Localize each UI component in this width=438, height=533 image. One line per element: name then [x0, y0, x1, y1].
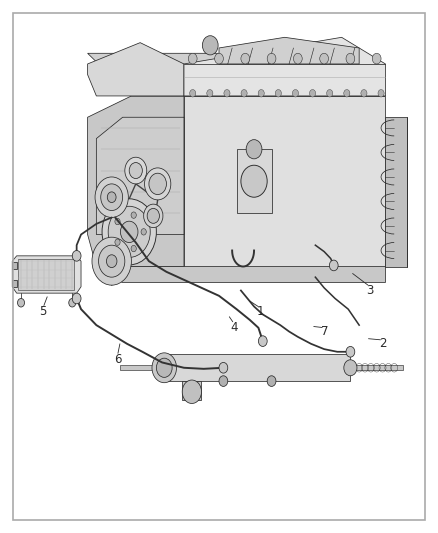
Polygon shape: [96, 266, 385, 282]
Text: 6: 6: [113, 353, 121, 366]
Text: 2: 2: [379, 337, 387, 350]
Circle shape: [125, 157, 147, 184]
Circle shape: [92, 237, 131, 285]
Circle shape: [346, 53, 355, 64]
Polygon shape: [88, 43, 184, 96]
Polygon shape: [12, 256, 81, 293]
Polygon shape: [12, 262, 17, 269]
Circle shape: [149, 173, 166, 195]
Circle shape: [102, 199, 156, 265]
Circle shape: [99, 245, 125, 277]
Polygon shape: [184, 96, 385, 266]
Circle shape: [275, 90, 281, 97]
Polygon shape: [96, 117, 184, 235]
Circle shape: [182, 380, 201, 403]
Text: 4: 4: [230, 321, 238, 334]
Circle shape: [107, 192, 116, 203]
Circle shape: [224, 90, 230, 97]
Circle shape: [241, 90, 247, 97]
Polygon shape: [182, 381, 201, 400]
Circle shape: [190, 90, 196, 97]
Polygon shape: [12, 280, 17, 287]
Text: 7: 7: [321, 325, 329, 338]
Polygon shape: [120, 365, 166, 370]
Circle shape: [267, 376, 276, 386]
Circle shape: [152, 353, 177, 383]
Circle shape: [18, 298, 25, 307]
Circle shape: [120, 221, 138, 243]
Polygon shape: [18, 259, 74, 290]
Circle shape: [72, 251, 81, 261]
Circle shape: [241, 165, 267, 197]
Circle shape: [95, 177, 128, 217]
Circle shape: [145, 168, 171, 200]
Circle shape: [258, 336, 267, 346]
Circle shape: [115, 239, 120, 245]
Text: 5: 5: [39, 305, 46, 318]
Circle shape: [327, 90, 333, 97]
Circle shape: [246, 140, 262, 159]
Circle shape: [346, 346, 355, 357]
Circle shape: [241, 53, 250, 64]
Circle shape: [310, 90, 316, 97]
Polygon shape: [237, 149, 272, 213]
Circle shape: [141, 229, 146, 235]
Circle shape: [293, 53, 302, 64]
Circle shape: [101, 184, 123, 211]
Circle shape: [131, 212, 136, 219]
Circle shape: [329, 260, 338, 271]
Circle shape: [69, 298, 76, 307]
Polygon shape: [184, 37, 385, 96]
Circle shape: [258, 90, 264, 97]
Text: 1: 1: [257, 305, 265, 318]
Polygon shape: [385, 117, 407, 266]
Circle shape: [267, 53, 276, 64]
Polygon shape: [350, 365, 403, 370]
Polygon shape: [219, 37, 359, 64]
Circle shape: [361, 90, 367, 97]
Circle shape: [378, 90, 384, 97]
Circle shape: [106, 255, 117, 268]
Circle shape: [372, 53, 381, 64]
Polygon shape: [88, 96, 184, 266]
Circle shape: [129, 163, 142, 179]
Polygon shape: [166, 354, 350, 381]
Circle shape: [147, 208, 159, 223]
Circle shape: [320, 53, 328, 64]
Text: 3: 3: [367, 284, 374, 297]
Circle shape: [156, 358, 172, 377]
Circle shape: [219, 362, 228, 373]
Circle shape: [188, 53, 197, 64]
Circle shape: [293, 90, 299, 97]
Circle shape: [207, 90, 213, 97]
Circle shape: [219, 376, 228, 386]
Circle shape: [115, 219, 120, 225]
Circle shape: [131, 245, 136, 252]
Circle shape: [108, 206, 150, 257]
Polygon shape: [88, 53, 385, 96]
Circle shape: [202, 36, 218, 55]
Circle shape: [72, 293, 81, 304]
Circle shape: [344, 90, 350, 97]
Circle shape: [344, 360, 357, 376]
Circle shape: [215, 53, 223, 64]
Circle shape: [144, 204, 163, 228]
